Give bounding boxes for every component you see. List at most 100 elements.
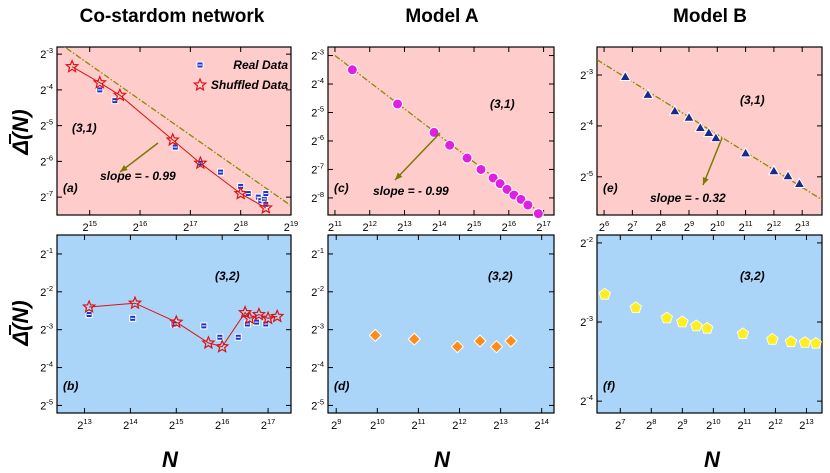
x-tick-label: 214 bbox=[123, 417, 137, 432]
model-b-point bbox=[619, 70, 632, 81]
x-tick-label: 215 bbox=[82, 219, 96, 234]
slope-annotation: slope = - 0.99 bbox=[100, 169, 176, 183]
model-b-point bbox=[793, 177, 806, 188]
motif-label: (3,2) bbox=[215, 269, 240, 283]
y-tick-label: 2-1 bbox=[311, 246, 324, 261]
x-tick-label: 214 bbox=[534, 417, 548, 432]
panel-c: 211 212 213 214 215 216 217 2-3 2-4 2-5 2-6 2-7 2-8 s… bbox=[311, 46, 555, 234]
panel-label: (a) bbox=[63, 181, 78, 195]
model-a-point bbox=[407, 332, 422, 346]
x-tick-label: 211 bbox=[737, 417, 751, 432]
y-tick-label: 2-4 bbox=[40, 82, 53, 97]
x-axis-label-right: N bbox=[704, 447, 721, 472]
panel-label: (c) bbox=[334, 181, 349, 195]
model-b-point bbox=[682, 111, 696, 122]
y-axis-label-top: Δ(N) bbox=[8, 109, 33, 155]
x-tick-label: 213 bbox=[397, 219, 411, 234]
shuffled-data-point bbox=[92, 75, 108, 89]
model-a-point bbox=[346, 64, 358, 76]
model-b-point bbox=[767, 164, 780, 176]
y-tick-label: 2-3 bbox=[580, 67, 593, 82]
model-a-point bbox=[473, 334, 487, 348]
shuffled-data-point bbox=[112, 87, 128, 102]
model-a-point bbox=[428, 126, 440, 138]
x-tick-label: 216 bbox=[133, 219, 147, 234]
model-a-point bbox=[522, 199, 534, 211]
x-tick-label: 217 bbox=[261, 417, 275, 432]
shuffled-data-point bbox=[251, 306, 267, 321]
model-b-point bbox=[598, 287, 611, 300]
y-tick-label: 2-6 bbox=[40, 153, 53, 168]
model-a-point bbox=[461, 152, 473, 164]
y-tick-label: 2-4 bbox=[580, 118, 593, 133]
model-b-point bbox=[781, 169, 795, 181]
shuffled-data-point bbox=[193, 155, 208, 170]
x-tick-label: 26 bbox=[599, 219, 609, 234]
x-axis-label-left: N bbox=[162, 447, 179, 472]
x-tick-label: 210 bbox=[710, 219, 724, 234]
model-b-point bbox=[690, 319, 703, 332]
model-b-point bbox=[809, 336, 822, 349]
slope-arrow bbox=[702, 137, 723, 186]
slope-annotation: slope = - 0.99 bbox=[373, 184, 449, 198]
model-a-point bbox=[392, 98, 404, 110]
y-tick-label: 2-5 bbox=[311, 397, 324, 412]
shuffled-data-point bbox=[270, 308, 285, 323]
model-b-point bbox=[629, 301, 642, 314]
shuffled-data-point bbox=[260, 310, 276, 325]
x-tick-label: 212 bbox=[767, 219, 781, 234]
x-tick-label: 212 bbox=[452, 417, 466, 432]
slope-arrow bbox=[119, 142, 159, 173]
x-axis-label-middle: N bbox=[434, 447, 451, 472]
plot-area bbox=[327, 46, 555, 216]
panel-label: (b) bbox=[63, 379, 78, 393]
y-tick-label: 2-5 bbox=[40, 397, 53, 412]
x-tick-label: 219 bbox=[284, 219, 298, 234]
fit-line bbox=[63, 47, 291, 207]
panel-label: (d) bbox=[334, 379, 349, 393]
plot-area bbox=[327, 234, 555, 414]
model-b-point bbox=[676, 315, 689, 328]
model-a-point bbox=[450, 339, 465, 354]
model-b-point bbox=[784, 335, 798, 348]
model-a-point bbox=[475, 163, 487, 175]
model-a-point bbox=[532, 208, 544, 220]
model-a-point bbox=[444, 139, 456, 151]
x-tick-label: 215 bbox=[467, 219, 481, 234]
y-tick-label: 2-3 bbox=[580, 314, 593, 329]
y-tick-label: 2-5 bbox=[40, 118, 53, 133]
y-tick-label: 2-1 bbox=[40, 246, 53, 261]
y-tick-label: 2-3 bbox=[311, 48, 324, 63]
x-tick-label: 212 bbox=[362, 219, 376, 234]
legend-marker-shuffled bbox=[192, 77, 208, 92]
model-b-point bbox=[798, 336, 812, 348]
shuffled-data-point bbox=[242, 310, 257, 325]
y-tick-label: 2-5 bbox=[580, 169, 593, 184]
motif-label: (3,2) bbox=[740, 269, 765, 283]
shuffled-data-point bbox=[215, 339, 230, 353]
y-tick-label: 2-4 bbox=[311, 360, 324, 375]
y-tick-label: 2-2 bbox=[311, 284, 324, 299]
x-tick-label: 211 bbox=[328, 219, 342, 234]
x-tick-label: 213 bbox=[799, 417, 813, 432]
x-tick-label: 28 bbox=[646, 417, 656, 432]
legend-label-real: Real Data bbox=[233, 58, 288, 72]
slope-arrow-head bbox=[395, 172, 403, 180]
svg-text:Δ(N): Δ(N) bbox=[8, 109, 33, 155]
shuffled-data-point bbox=[258, 200, 273, 214]
x-tick-label: 27 bbox=[627, 219, 637, 234]
y-tick-label: 2-2 bbox=[580, 235, 593, 250]
y-tick-label: 2-2 bbox=[40, 284, 53, 299]
x-tick-label: 27 bbox=[615, 417, 625, 432]
x-tick-label: 217 bbox=[536, 219, 550, 234]
panel-e: 26 27 28 29 210 211 212 213 2-3 2-4 2-5 slope = - 0… bbox=[580, 46, 823, 234]
panel-d: 29 210 211 212 213 214 2-1 2-2 2-3 2-4 2-5 (3,2) (d) bbox=[311, 234, 555, 432]
y-tick-label: 2-4 bbox=[40, 360, 53, 375]
svg-text:Δ(N): Δ(N) bbox=[8, 300, 33, 346]
x-tick-label: 28 bbox=[656, 219, 666, 234]
x-tick-label: 217 bbox=[183, 219, 197, 234]
model-b-point bbox=[709, 131, 722, 143]
x-tick-label: 212 bbox=[768, 417, 782, 432]
slope-arrow-head bbox=[702, 177, 709, 185]
model-a-point bbox=[504, 334, 518, 348]
